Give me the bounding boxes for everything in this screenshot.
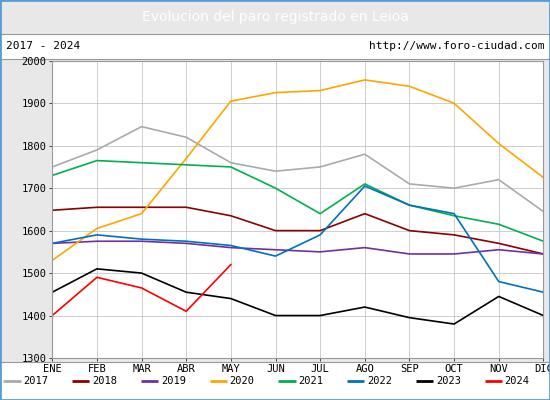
Text: 2018: 2018 <box>92 376 117 386</box>
Text: 2020: 2020 <box>230 376 255 386</box>
Text: Evolucion del paro registrado en Leioa: Evolucion del paro registrado en Leioa <box>141 10 409 24</box>
Text: http://www.foro-ciudad.com: http://www.foro-ciudad.com <box>369 41 544 51</box>
Text: 2019: 2019 <box>161 376 186 386</box>
Text: 2022: 2022 <box>367 376 392 386</box>
Text: 2017 - 2024: 2017 - 2024 <box>6 41 80 51</box>
Text: 2021: 2021 <box>298 376 323 386</box>
Text: 2023: 2023 <box>436 376 461 386</box>
Text: 2017: 2017 <box>23 376 48 386</box>
Text: 2024: 2024 <box>505 376 530 386</box>
